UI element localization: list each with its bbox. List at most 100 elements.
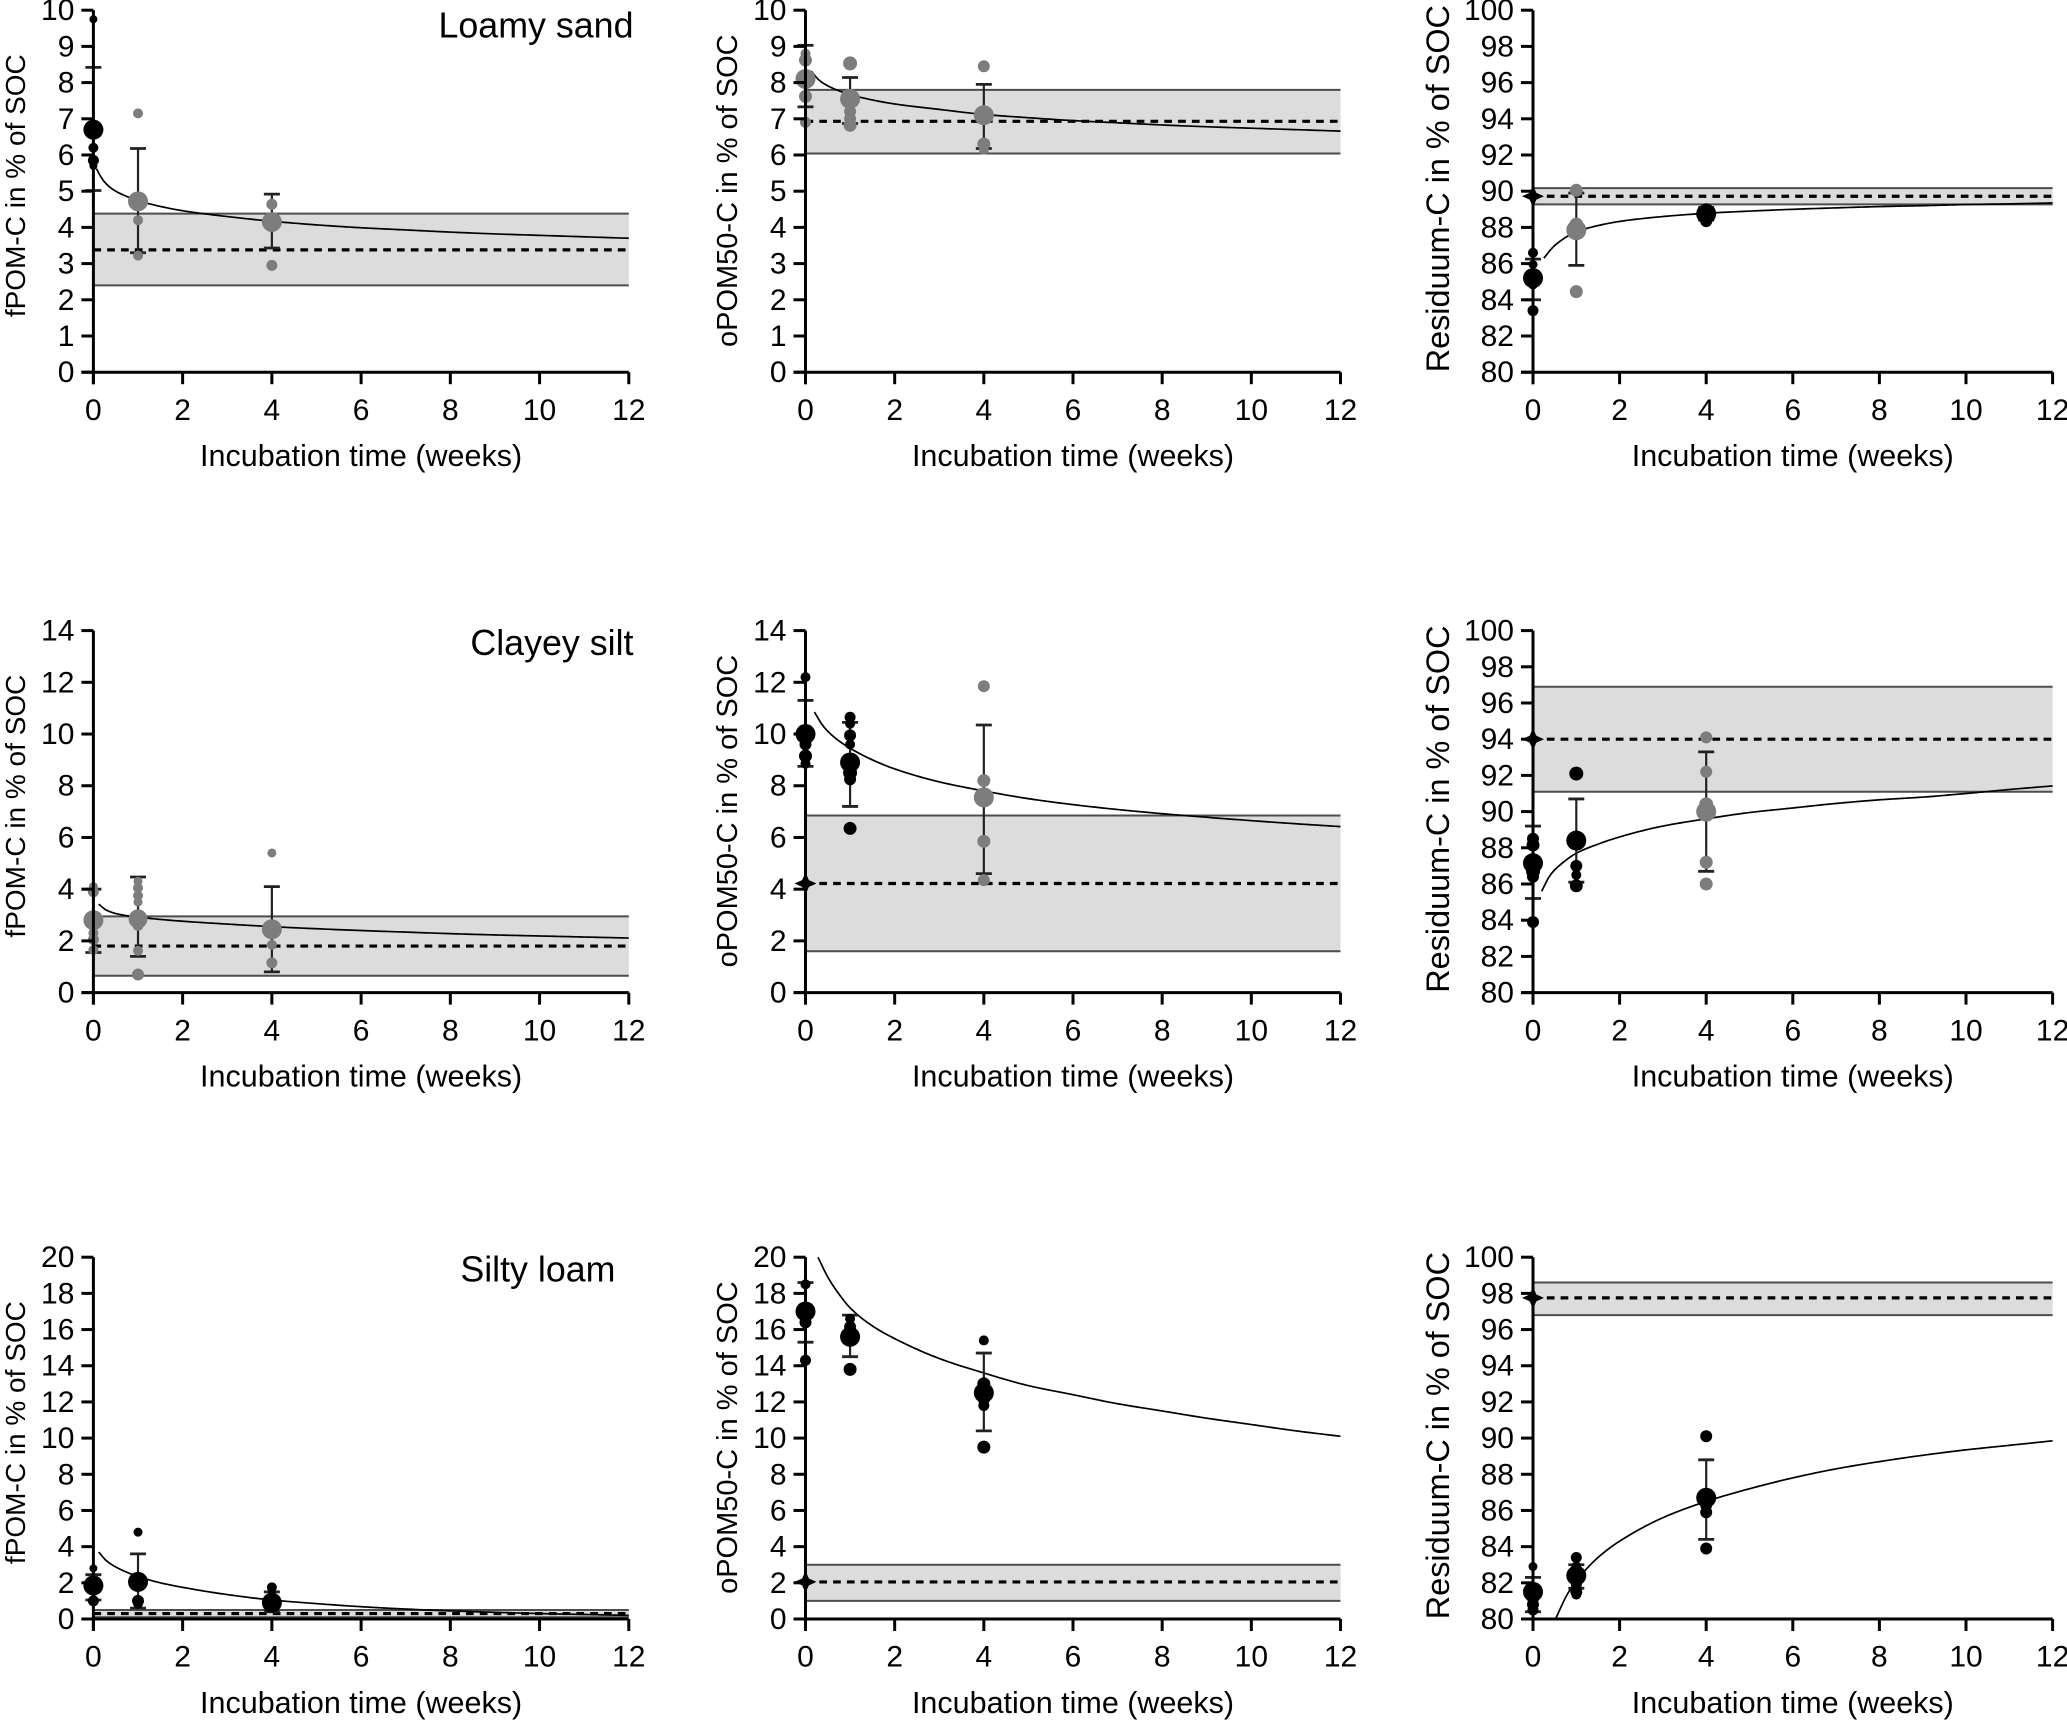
svg-text:8: 8 bbox=[770, 770, 787, 803]
svg-text:6: 6 bbox=[1065, 1014, 1082, 1047]
svg-text:86: 86 bbox=[1481, 1494, 1514, 1527]
svg-text:0: 0 bbox=[85, 394, 102, 427]
svg-text:98: 98 bbox=[1481, 651, 1514, 684]
svg-text:Incubation time (weeks): Incubation time (weeks) bbox=[912, 439, 1234, 473]
svg-text:12: 12 bbox=[612, 1014, 645, 1047]
svg-text:10: 10 bbox=[1949, 394, 1982, 427]
svg-text:6: 6 bbox=[770, 139, 787, 172]
svg-text:14: 14 bbox=[41, 1350, 74, 1383]
svg-text:4: 4 bbox=[1698, 1641, 1715, 1674]
svg-text:4: 4 bbox=[975, 1641, 992, 1674]
svg-text:100: 100 bbox=[1464, 1241, 1514, 1274]
svg-text:4: 4 bbox=[58, 873, 75, 906]
svg-text:16: 16 bbox=[753, 1314, 786, 1347]
svg-text:10: 10 bbox=[41, 1422, 74, 1455]
svg-text:88: 88 bbox=[1481, 1458, 1514, 1491]
svg-text:8: 8 bbox=[1154, 1014, 1171, 1047]
svg-text:80: 80 bbox=[1481, 1603, 1514, 1636]
svg-text:2: 2 bbox=[58, 1567, 75, 1600]
svg-text:18: 18 bbox=[753, 1277, 786, 1310]
svg-text:94: 94 bbox=[1481, 723, 1514, 756]
svg-text:96: 96 bbox=[1481, 67, 1514, 100]
svg-text:6: 6 bbox=[770, 821, 787, 854]
svg-text:Incubation time (weeks): Incubation time (weeks) bbox=[912, 1060, 1234, 1094]
svg-text:fPOM-C in % of SOC: fPOM-C in % of SOC bbox=[0, 675, 31, 938]
svg-text:8: 8 bbox=[770, 67, 787, 100]
svg-text:10: 10 bbox=[523, 1641, 556, 1674]
svg-text:14: 14 bbox=[753, 1350, 786, 1383]
svg-text:20: 20 bbox=[41, 1241, 74, 1274]
svg-text:8: 8 bbox=[442, 1641, 459, 1674]
svg-text:92: 92 bbox=[1481, 759, 1514, 792]
svg-text:18: 18 bbox=[41, 1277, 74, 1310]
svg-text:1: 1 bbox=[770, 320, 787, 353]
svg-text:90: 90 bbox=[1481, 1422, 1514, 1455]
svg-text:10: 10 bbox=[1235, 394, 1268, 427]
svg-text:5: 5 bbox=[770, 175, 787, 208]
svg-text:2: 2 bbox=[174, 1641, 191, 1674]
svg-text:Incubation time (weeks): Incubation time (weeks) bbox=[1632, 439, 1954, 473]
svg-text:10: 10 bbox=[1235, 1641, 1268, 1674]
svg-text:oPOM50-C in % of SOC: oPOM50-C in % of SOC bbox=[712, 34, 744, 347]
svg-text:10: 10 bbox=[1949, 1014, 1982, 1047]
svg-text:14: 14 bbox=[41, 615, 74, 648]
svg-text:fPOM-C in % of SOC: fPOM-C in % of SOC bbox=[0, 1301, 31, 1564]
svg-text:2: 2 bbox=[770, 284, 787, 317]
svg-text:4: 4 bbox=[770, 873, 787, 906]
svg-text:12: 12 bbox=[753, 666, 786, 699]
svg-text:10: 10 bbox=[1235, 1014, 1268, 1047]
svg-text:6: 6 bbox=[58, 139, 75, 172]
svg-text:6: 6 bbox=[1065, 1641, 1082, 1674]
svg-text:6: 6 bbox=[353, 1641, 370, 1674]
svg-text:0: 0 bbox=[797, 1014, 814, 1047]
svg-text:6: 6 bbox=[1065, 394, 1082, 427]
svg-text:0: 0 bbox=[770, 1603, 787, 1636]
svg-text:86: 86 bbox=[1481, 248, 1514, 281]
svg-text:8: 8 bbox=[58, 67, 75, 100]
svg-text:12: 12 bbox=[612, 394, 645, 427]
svg-text:2: 2 bbox=[770, 925, 787, 958]
svg-text:12: 12 bbox=[2036, 394, 2067, 427]
svg-text:0: 0 bbox=[1525, 1014, 1542, 1047]
svg-text:8: 8 bbox=[1871, 1014, 1888, 1047]
svg-text:84: 84 bbox=[1481, 904, 1514, 937]
svg-text:4: 4 bbox=[770, 1531, 787, 1564]
svg-text:12: 12 bbox=[1324, 1641, 1357, 1674]
svg-text:Incubation time (weeks): Incubation time (weeks) bbox=[200, 1060, 522, 1094]
svg-text:4: 4 bbox=[975, 394, 992, 427]
svg-text:6: 6 bbox=[353, 394, 370, 427]
svg-text:5: 5 bbox=[58, 175, 75, 208]
svg-text:98: 98 bbox=[1481, 1277, 1514, 1310]
svg-text:fPOM-C in % of SOC: fPOM-C in % of SOC bbox=[0, 54, 31, 317]
svg-text:0: 0 bbox=[1525, 1641, 1542, 1674]
svg-text:96: 96 bbox=[1481, 687, 1514, 720]
svg-text:2: 2 bbox=[58, 284, 75, 317]
svg-text:Incubation time (weeks): Incubation time (weeks) bbox=[200, 439, 522, 473]
svg-text:Incubation time (weeks): Incubation time (weeks) bbox=[912, 1686, 1234, 1720]
svg-text:8: 8 bbox=[58, 1458, 75, 1491]
svg-text:6: 6 bbox=[353, 1014, 370, 1047]
svg-text:6: 6 bbox=[1784, 394, 1801, 427]
svg-text:90: 90 bbox=[1481, 796, 1514, 829]
svg-text:84: 84 bbox=[1481, 284, 1514, 317]
svg-text:8: 8 bbox=[1871, 1641, 1888, 1674]
svg-text:9: 9 bbox=[770, 30, 787, 63]
svg-text:2: 2 bbox=[886, 394, 903, 427]
svg-text:1: 1 bbox=[58, 320, 75, 353]
svg-text:86: 86 bbox=[1481, 868, 1514, 901]
svg-text:3: 3 bbox=[770, 248, 787, 281]
svg-text:88: 88 bbox=[1481, 211, 1514, 244]
svg-text:2: 2 bbox=[174, 1014, 191, 1047]
svg-text:Loamy sand: Loamy sand bbox=[438, 6, 633, 46]
svg-text:3: 3 bbox=[58, 248, 75, 281]
svg-text:4: 4 bbox=[975, 1014, 992, 1047]
svg-text:12: 12 bbox=[1324, 1014, 1357, 1047]
svg-text:8: 8 bbox=[1871, 394, 1888, 427]
svg-text:10: 10 bbox=[753, 0, 786, 27]
svg-text:6: 6 bbox=[1784, 1641, 1801, 1674]
svg-text:0: 0 bbox=[770, 356, 787, 389]
svg-text:Incubation time (weeks): Incubation time (weeks) bbox=[200, 1686, 522, 1720]
svg-text:96: 96 bbox=[1481, 1314, 1514, 1347]
svg-text:0: 0 bbox=[797, 1641, 814, 1674]
svg-text:84: 84 bbox=[1481, 1531, 1514, 1564]
